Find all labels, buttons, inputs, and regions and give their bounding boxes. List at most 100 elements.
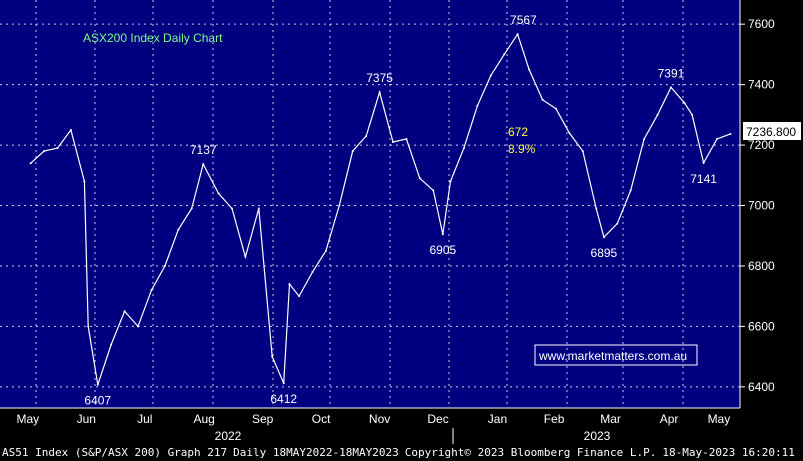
data-point <box>123 310 126 313</box>
data-point <box>643 138 646 141</box>
data-point <box>244 255 247 258</box>
data-point <box>602 236 605 239</box>
x-tick-label: Jan <box>488 412 507 426</box>
data-point <box>282 382 285 385</box>
y-tick-label: 6600 <box>748 319 775 333</box>
data-point <box>418 177 421 180</box>
data-point <box>324 249 327 252</box>
x-axis-panel <box>0 408 740 444</box>
data-point <box>405 138 408 141</box>
chart: 6400 6600 6800 7000 7200 7400 7600 May Jun Jul Au… <box>0 0 803 444</box>
data-point <box>729 132 732 135</box>
x-tick-label: Aug <box>193 412 214 426</box>
series-layer <box>29 32 732 386</box>
data-point <box>715 138 718 141</box>
x-tick-label: May <box>16 412 39 426</box>
annotation-label: 6905 <box>429 243 456 257</box>
data-point <box>163 264 166 267</box>
x-tick-label: Nov <box>369 412 390 426</box>
data-point <box>150 289 153 292</box>
data-point <box>288 283 291 286</box>
data-point <box>462 147 465 150</box>
data-point <box>541 98 544 101</box>
data-point <box>56 147 59 150</box>
y-tick-label: 6800 <box>748 259 775 273</box>
annotation-label: 6412 <box>270 392 297 406</box>
watermark: www.marketmatters.com.au <box>538 349 687 363</box>
data-point <box>581 150 584 153</box>
data-point <box>29 162 32 165</box>
data-point <box>351 150 354 153</box>
data-point <box>87 325 90 328</box>
y-axis: 6400 6600 6800 7000 7200 7400 7600 <box>739 0 775 408</box>
y-tick-label: 6400 <box>748 380 775 394</box>
data-point <box>311 271 314 273</box>
x-tick-label: Oct <box>312 412 331 426</box>
data-point <box>669 86 672 89</box>
year-label: 2022 <box>215 429 242 443</box>
data-point <box>476 104 479 107</box>
data-point <box>554 107 557 110</box>
data-point <box>516 33 519 36</box>
data-point <box>629 189 632 192</box>
data-point <box>69 128 72 131</box>
data-point <box>110 343 113 346</box>
x-tick-label: May <box>708 412 731 426</box>
annotations-layer: 7567 7375 7391 7137 6905 6895 7141 6407 6412 <box>84 13 717 408</box>
footer-security: AS51 Index (S&P/ASX 200) Graph 217 <box>2 446 228 459</box>
data-point <box>96 383 99 386</box>
data-point <box>441 233 444 236</box>
data-point <box>338 204 341 207</box>
x-tick-label: Mar <box>600 412 621 426</box>
x-tick-label: Sep <box>252 412 274 426</box>
x-axis: May Jun Jul Aug Sep Oct Nov Dec Jan Feb Mar Apr May 2… <box>0 407 740 444</box>
annotation-label: 6407 <box>84 394 111 408</box>
x-tick-label: Dec <box>427 412 448 426</box>
data-point <box>595 207 598 210</box>
data-point <box>83 180 86 183</box>
annotation-label: 6895 <box>591 246 618 260</box>
year-label: 2023 <box>584 429 611 443</box>
data-point <box>616 222 619 225</box>
y-tick-label: 7600 <box>748 17 775 31</box>
x-tick-label: Feb <box>544 412 565 426</box>
footer-timestamp: 18-May-2023 16:20:11 <box>662 446 795 459</box>
data-point <box>298 295 301 298</box>
x-tick-label: Apr <box>660 412 679 426</box>
data-point <box>230 207 233 210</box>
data-point <box>503 53 506 56</box>
grid <box>0 0 740 408</box>
data-point <box>217 192 220 195</box>
footer-range: Daily 18MAY2022-18MAY2023 <box>233 446 399 459</box>
plot-area <box>0 0 740 408</box>
x-tick-label: Jun <box>77 412 96 426</box>
annotation-label: 7375 <box>366 71 393 85</box>
y-axis-panel <box>740 0 803 444</box>
data-point <box>568 131 571 134</box>
data-point <box>489 74 492 77</box>
last-value-box <box>743 122 801 140</box>
watermark-box <box>534 344 698 366</box>
y-tick-label: 7000 <box>748 199 775 213</box>
data-point <box>137 325 140 328</box>
footer-copyright: Copyright© 2023 Bloomberg Finance L.P. <box>404 446 657 459</box>
data-point <box>691 113 694 116</box>
annotation-label: 7141 <box>690 172 717 186</box>
chart-title: ASX200 Index Daily Chart <box>83 31 223 45</box>
data-point <box>378 91 381 94</box>
annotation-label: 7567 <box>510 13 537 27</box>
annotation-label: 7137 <box>190 143 217 157</box>
x-tick-label: Jul <box>137 412 152 426</box>
data-point <box>392 141 395 144</box>
last-value-label: 7236.800 <box>746 125 796 139</box>
data-point <box>656 113 659 116</box>
data-point <box>528 68 531 71</box>
data-point <box>702 161 705 164</box>
data-point <box>257 207 260 210</box>
data-point <box>177 228 180 231</box>
data-point <box>271 355 274 358</box>
footer-bar: AS51 Index (S&P/ASX 200) Graph 217 Daily … <box>0 444 803 461</box>
data-point <box>43 150 46 153</box>
data-point <box>432 189 435 192</box>
data-point <box>365 135 368 137</box>
